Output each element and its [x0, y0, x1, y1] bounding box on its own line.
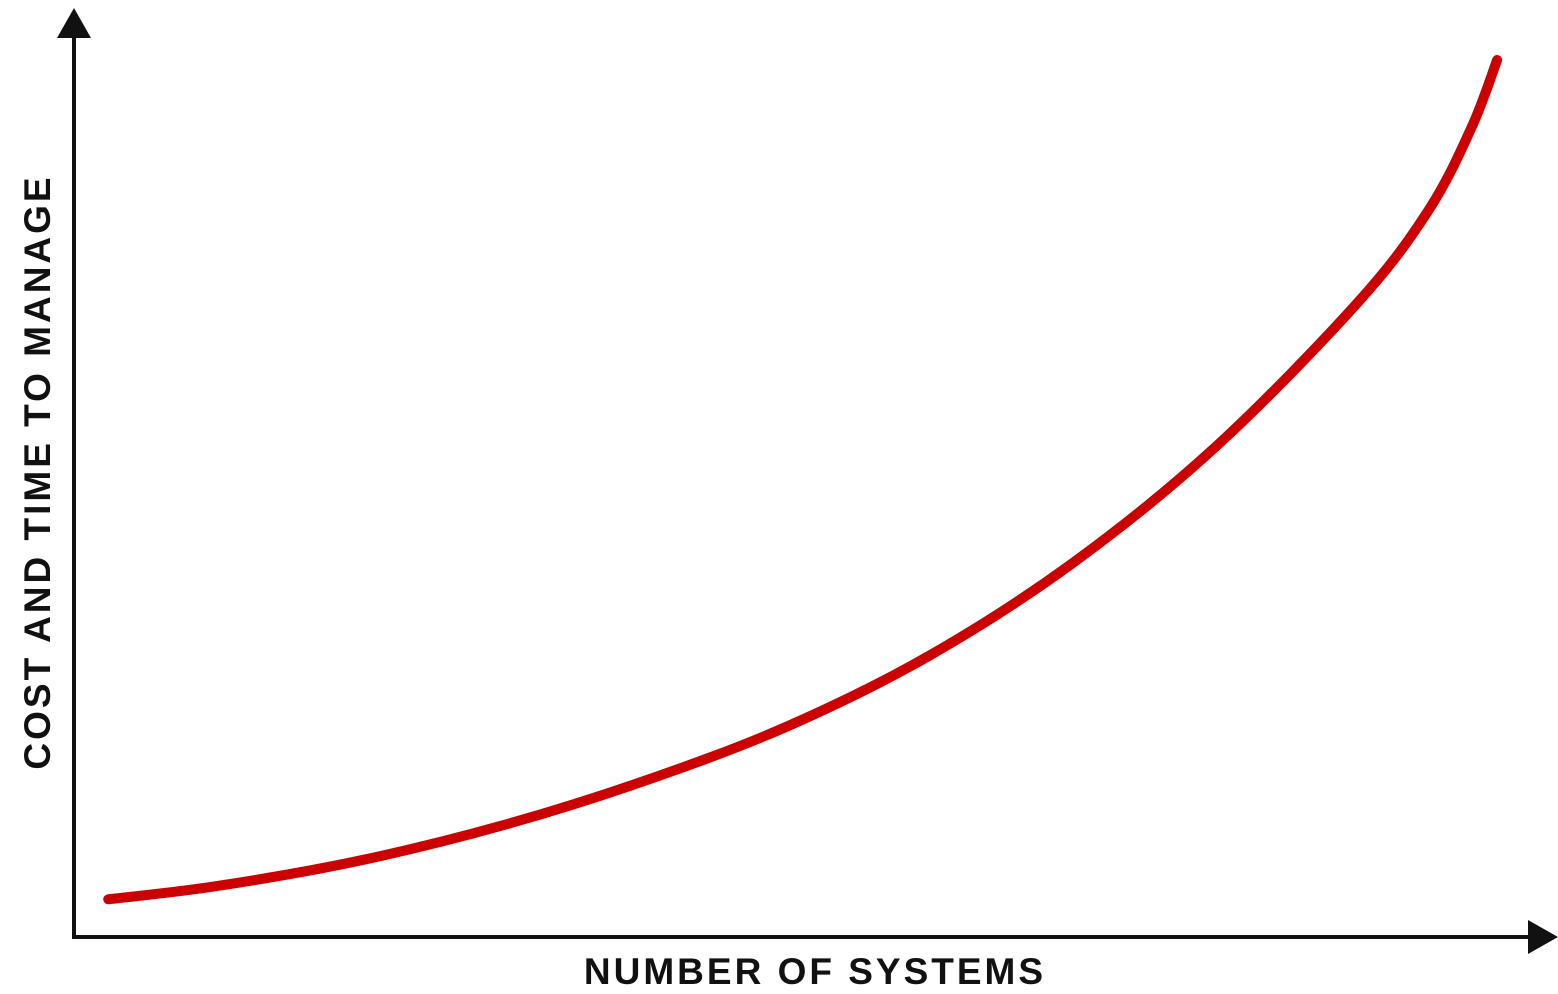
y-axis-label: COST AND TIME TO MANAGE: [17, 174, 58, 769]
axes: [57, 8, 1558, 954]
x-axis-arrow-icon: [1528, 920, 1558, 954]
x-axis-label: NUMBER OF SYSTEMS: [584, 951, 1046, 992]
y-axis-arrow-icon: [57, 8, 91, 38]
series-line-0: [103, 55, 1503, 905]
plot-area: [103, 55, 1503, 905]
